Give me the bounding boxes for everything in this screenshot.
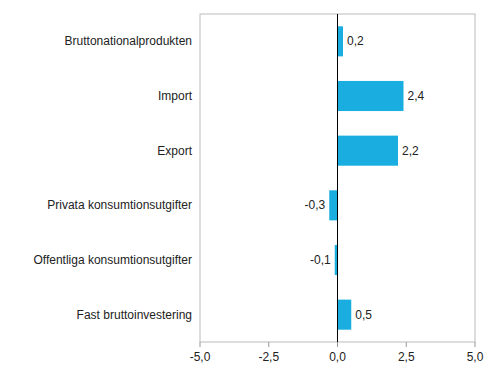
bar (338, 136, 399, 166)
chart-container: -5,0 -2,5 0,0 2,5 5,0 0,5 -0,1 -0,3 2,2 2,4 0,2 Fas… (0, 0, 491, 378)
plot-frame (200, 14, 475, 342)
category-label: Offentliga konsumtionsutgifter (33, 253, 192, 267)
x-axis: -5,0 -2,5 0,0 2,5 5,0 (190, 342, 484, 364)
x-tick-label: 0,0 (329, 350, 346, 364)
bars (329, 26, 403, 329)
data-label: 0,5 (355, 308, 372, 322)
x-tick-label: 5,0 (467, 350, 484, 364)
data-label: 2,4 (408, 89, 425, 103)
data-label: -0,1 (310, 253, 331, 267)
x-tick (268, 342, 269, 347)
data-label: 0,2 (347, 34, 364, 48)
bar (338, 81, 404, 111)
data-labels: 0,5 -0,1 -0,3 2,2 2,4 0,2 (305, 34, 425, 321)
data-label: -0,3 (305, 198, 326, 212)
category-label: Bruttonationalprodukten (65, 34, 192, 48)
x-tick (337, 342, 338, 347)
bar (338, 26, 344, 56)
bar (338, 300, 352, 330)
x-tick (200, 342, 201, 347)
bar (329, 190, 337, 220)
chart-svg: -5,0 -2,5 0,0 2,5 5,0 0,5 -0,1 -0,3 2,2 2,4 0,2 Fas… (0, 0, 491, 378)
x-tick (406, 342, 407, 347)
zero-line (337, 14, 338, 342)
category-label: Fast bruttoinvestering (77, 308, 192, 322)
x-tick-label: -5,0 (190, 350, 211, 364)
category-label: Export (157, 144, 192, 158)
category-label: Privata konsumtionsutgifter (47, 198, 192, 212)
x-tick (475, 342, 476, 347)
y-axis: Fast bruttoinvestering Offentliga konsumt… (33, 34, 192, 321)
x-tick-label: -2,5 (258, 350, 279, 364)
data-label: 2,2 (402, 144, 419, 158)
category-label: Import (158, 89, 193, 103)
x-tick-label: 2,5 (398, 350, 415, 364)
